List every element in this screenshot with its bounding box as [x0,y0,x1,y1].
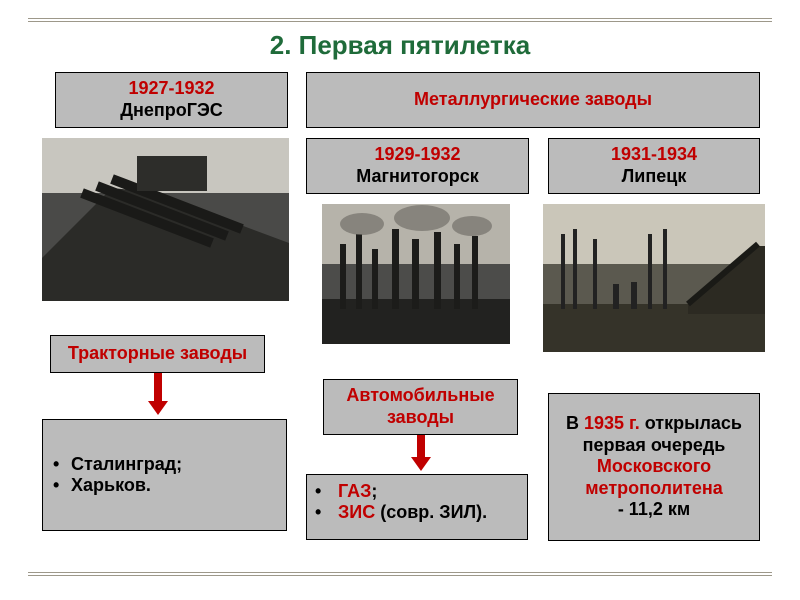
auto-header-l2: заводы [387,407,454,429]
construction-photo [543,204,765,352]
dneprohes-years: 1927-1932 [128,78,214,100]
auto-header-l1: Автомобильные [346,385,494,407]
dneprohes-box: 1927-1932 ДнепроГЭС [55,72,288,128]
dneprohes-photo [42,138,289,301]
metro-distance: - 11,2 км [618,499,690,521]
metro-name-l2: метрополитена [585,478,723,500]
lipetsk-name: Липецк [622,166,687,188]
tractor-list-box: Сталинград; Харьков. [42,419,287,531]
auto-item-zis: ЗИС (совр. ЗИЛ). [315,502,519,523]
top-rule [28,18,772,22]
auto-header-box: Автомобильные заводы [323,379,518,435]
metro-prefix: В [566,413,584,433]
auto-list-box: ГАЗ; ЗИС (совр. ЗИЛ). [306,474,528,540]
tractor-item-stalingrad: Сталинград; [53,454,182,475]
factory-photo [322,204,510,344]
arrow-tractor-head [148,401,168,415]
bottom-rule [28,572,772,576]
tractor-header-box: Тракторные заводы [50,335,265,373]
magnitogorsk-years: 1929-1932 [374,144,460,166]
metallurgy-header-box: Металлургические заводы [306,72,760,128]
slide-title: 2. Первая пятилетка [0,30,800,61]
tractor-header-text: Тракторные заводы [68,343,247,365]
magnitogorsk-box: 1929-1932 Магнитогорск [306,138,529,194]
auto-item-gaz: ГАЗ; [315,481,519,502]
metro-name-l1: Московского [597,456,711,478]
arrow-auto-stem [417,435,425,459]
metallurgy-header-text: Металлургические заводы [414,89,652,111]
lipetsk-box: 1931-1934 Липецк [548,138,760,194]
metro-box: В 1935 г. открылась первая очередь Моско… [548,393,760,541]
arrow-auto-head [411,457,431,471]
metro-year: 1935 г. [584,413,640,433]
tractor-item-kharkov: Харьков. [53,475,182,496]
dneprohes-name: ДнепроГЭС [120,100,223,122]
arrow-tractor-stem [154,373,162,403]
lipetsk-years: 1931-1934 [611,144,697,166]
magnitogorsk-name: Магнитогорск [356,166,479,188]
